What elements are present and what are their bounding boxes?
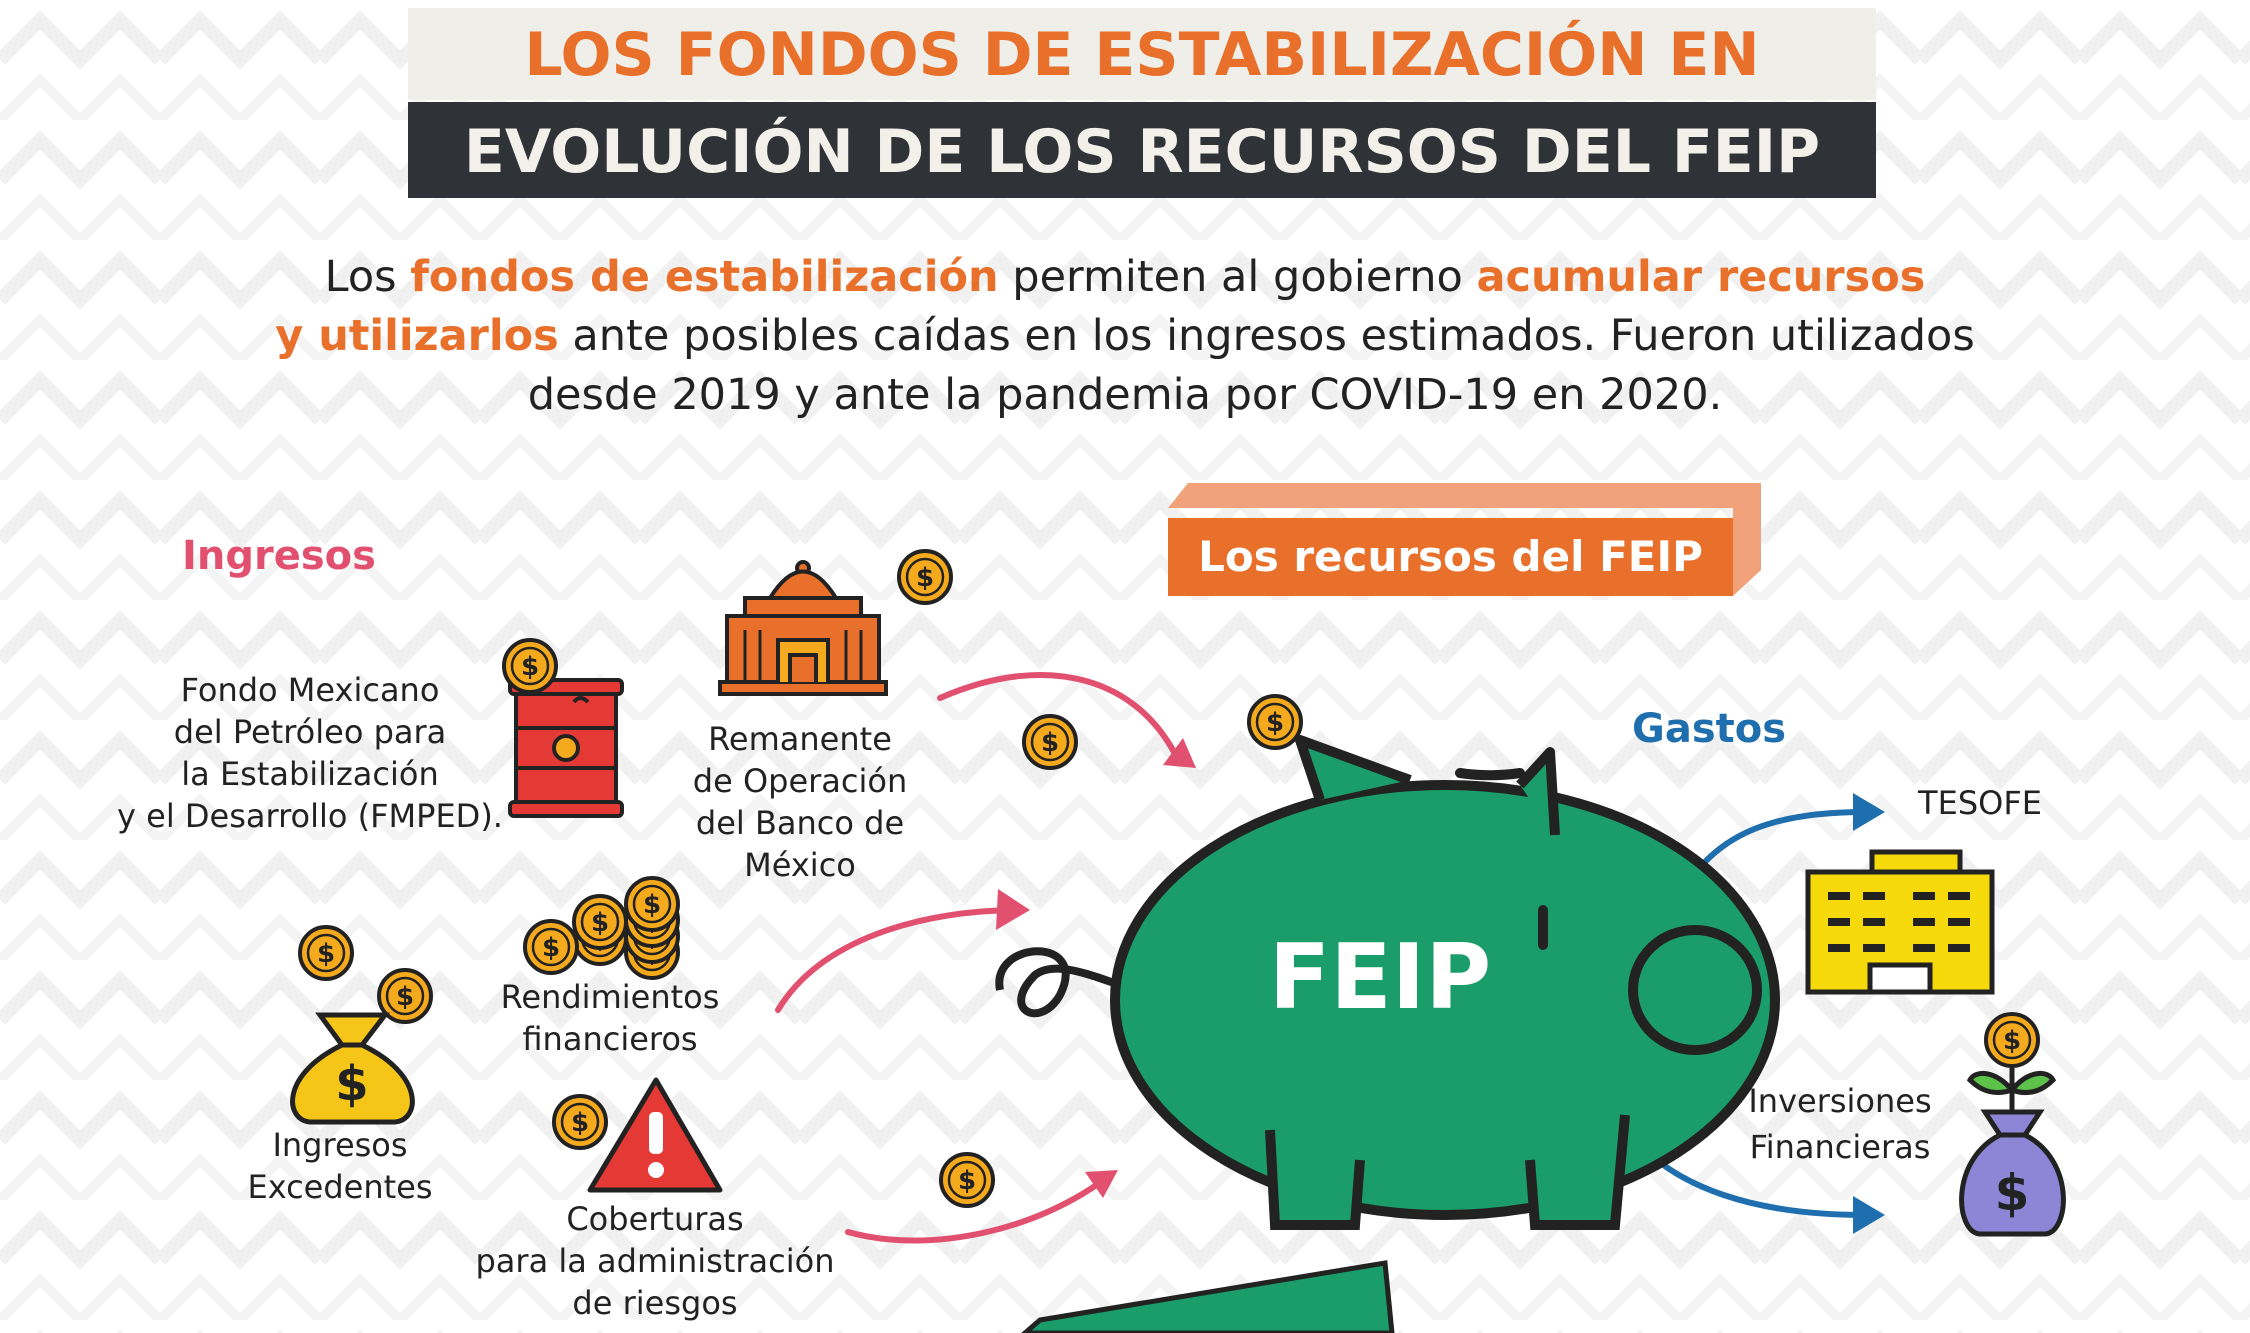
intro-text: permiten al gobierno xyxy=(998,252,1477,302)
intro-highlight: acumular recursos xyxy=(1476,252,1926,302)
dollar-coin-icon xyxy=(897,549,953,605)
money-bag-icon: $ xyxy=(290,1012,415,1125)
excedentes-label: Ingresos Excedentes xyxy=(220,1124,460,1208)
dollar-coin-icon xyxy=(939,1152,995,1208)
coberturas-label: Coberturas para la administración de rie… xyxy=(465,1198,845,1324)
intro-highlight: fondos de estabilización xyxy=(410,252,999,302)
resources-banner-label: Los recursos del FEIP xyxy=(1198,532,1703,581)
label-line: para la administración xyxy=(475,1242,835,1280)
dollar-coin-icon xyxy=(1984,1012,2040,1068)
piggy-bank-icon xyxy=(995,735,1780,1230)
resources-banner xyxy=(1168,483,1761,596)
income-arrows xyxy=(775,671,1181,1244)
intro-highlight: y utilizarlos xyxy=(275,311,559,361)
label-line: Remanente xyxy=(708,720,892,758)
dollar-coin-icon xyxy=(298,925,354,981)
label-line: la Estabilización xyxy=(181,755,439,793)
label-line: Inversiones xyxy=(1748,1082,1932,1120)
dollar-coin-icon xyxy=(502,638,558,694)
tesofe-label: TESOFE xyxy=(1918,784,2042,822)
svg-text:$: $ xyxy=(1995,1164,2030,1222)
office-building-icon xyxy=(1805,849,1995,995)
fmped-label: Fondo Mexicano del Petróleo para la Esta… xyxy=(110,669,510,837)
arrow-heads-blue xyxy=(1853,793,1885,1234)
label-line: Excedentes xyxy=(247,1168,433,1206)
intro-paragraph: Los fondos de estabilización permiten al… xyxy=(250,248,2000,425)
label-line: del Petróleo para xyxy=(173,713,447,751)
intro-text: Los xyxy=(324,252,411,302)
arrow-heads-pink xyxy=(996,738,1196,1198)
ingresos-heading: Ingresos xyxy=(182,533,376,579)
rendimientos-label: Rendimientos financieros xyxy=(470,976,750,1060)
page-subtitle: EVOLUCIÓN DE LOS RECURSOS DEL FEIP xyxy=(408,102,1876,198)
piggy-bank-label: FEIP xyxy=(1268,925,1492,1030)
banxico-label: Remanente de Operación del Banco de Méxi… xyxy=(670,718,930,886)
warning-icon xyxy=(587,1077,723,1193)
dollar-coin-icon xyxy=(1247,694,1303,750)
label-line: Coberturas xyxy=(566,1200,744,1238)
label-line: Financieras xyxy=(1749,1128,1931,1166)
bank-building-icon xyxy=(718,560,888,696)
label-line: financieros xyxy=(522,1020,698,1058)
label-line: México xyxy=(744,846,856,884)
dollar-coin-icon xyxy=(552,1094,608,1150)
label-line: y el Desarrollo (FMPED). xyxy=(117,797,503,835)
intro-text: ante posibles caídas en los ingresos est… xyxy=(558,311,1975,361)
label-line: Ingresos xyxy=(272,1126,408,1164)
inversiones-label: Inversiones Financieras xyxy=(1720,1078,1960,1170)
bottom-green-shape xyxy=(1021,1260,1395,1333)
label-line: Rendimientos xyxy=(500,978,720,1016)
coin-stack-icon xyxy=(523,876,680,980)
oil-barrel-icon xyxy=(508,678,624,818)
gastos-heading: Gastos xyxy=(1632,706,1787,752)
label-line: Fondo Mexicano xyxy=(180,671,440,709)
label-line: del Banco de xyxy=(695,804,905,842)
label-line: de riesgos xyxy=(572,1284,738,1322)
svg-text:$: $ xyxy=(335,1056,368,1112)
dollar-coin-icon xyxy=(1022,714,1078,770)
plant-money-bag-icon: $ xyxy=(1959,1068,2066,1237)
label-line: de Operación xyxy=(692,762,908,800)
intro-text: desde 2019 y ante la pandemia por COVID-… xyxy=(527,370,1723,420)
